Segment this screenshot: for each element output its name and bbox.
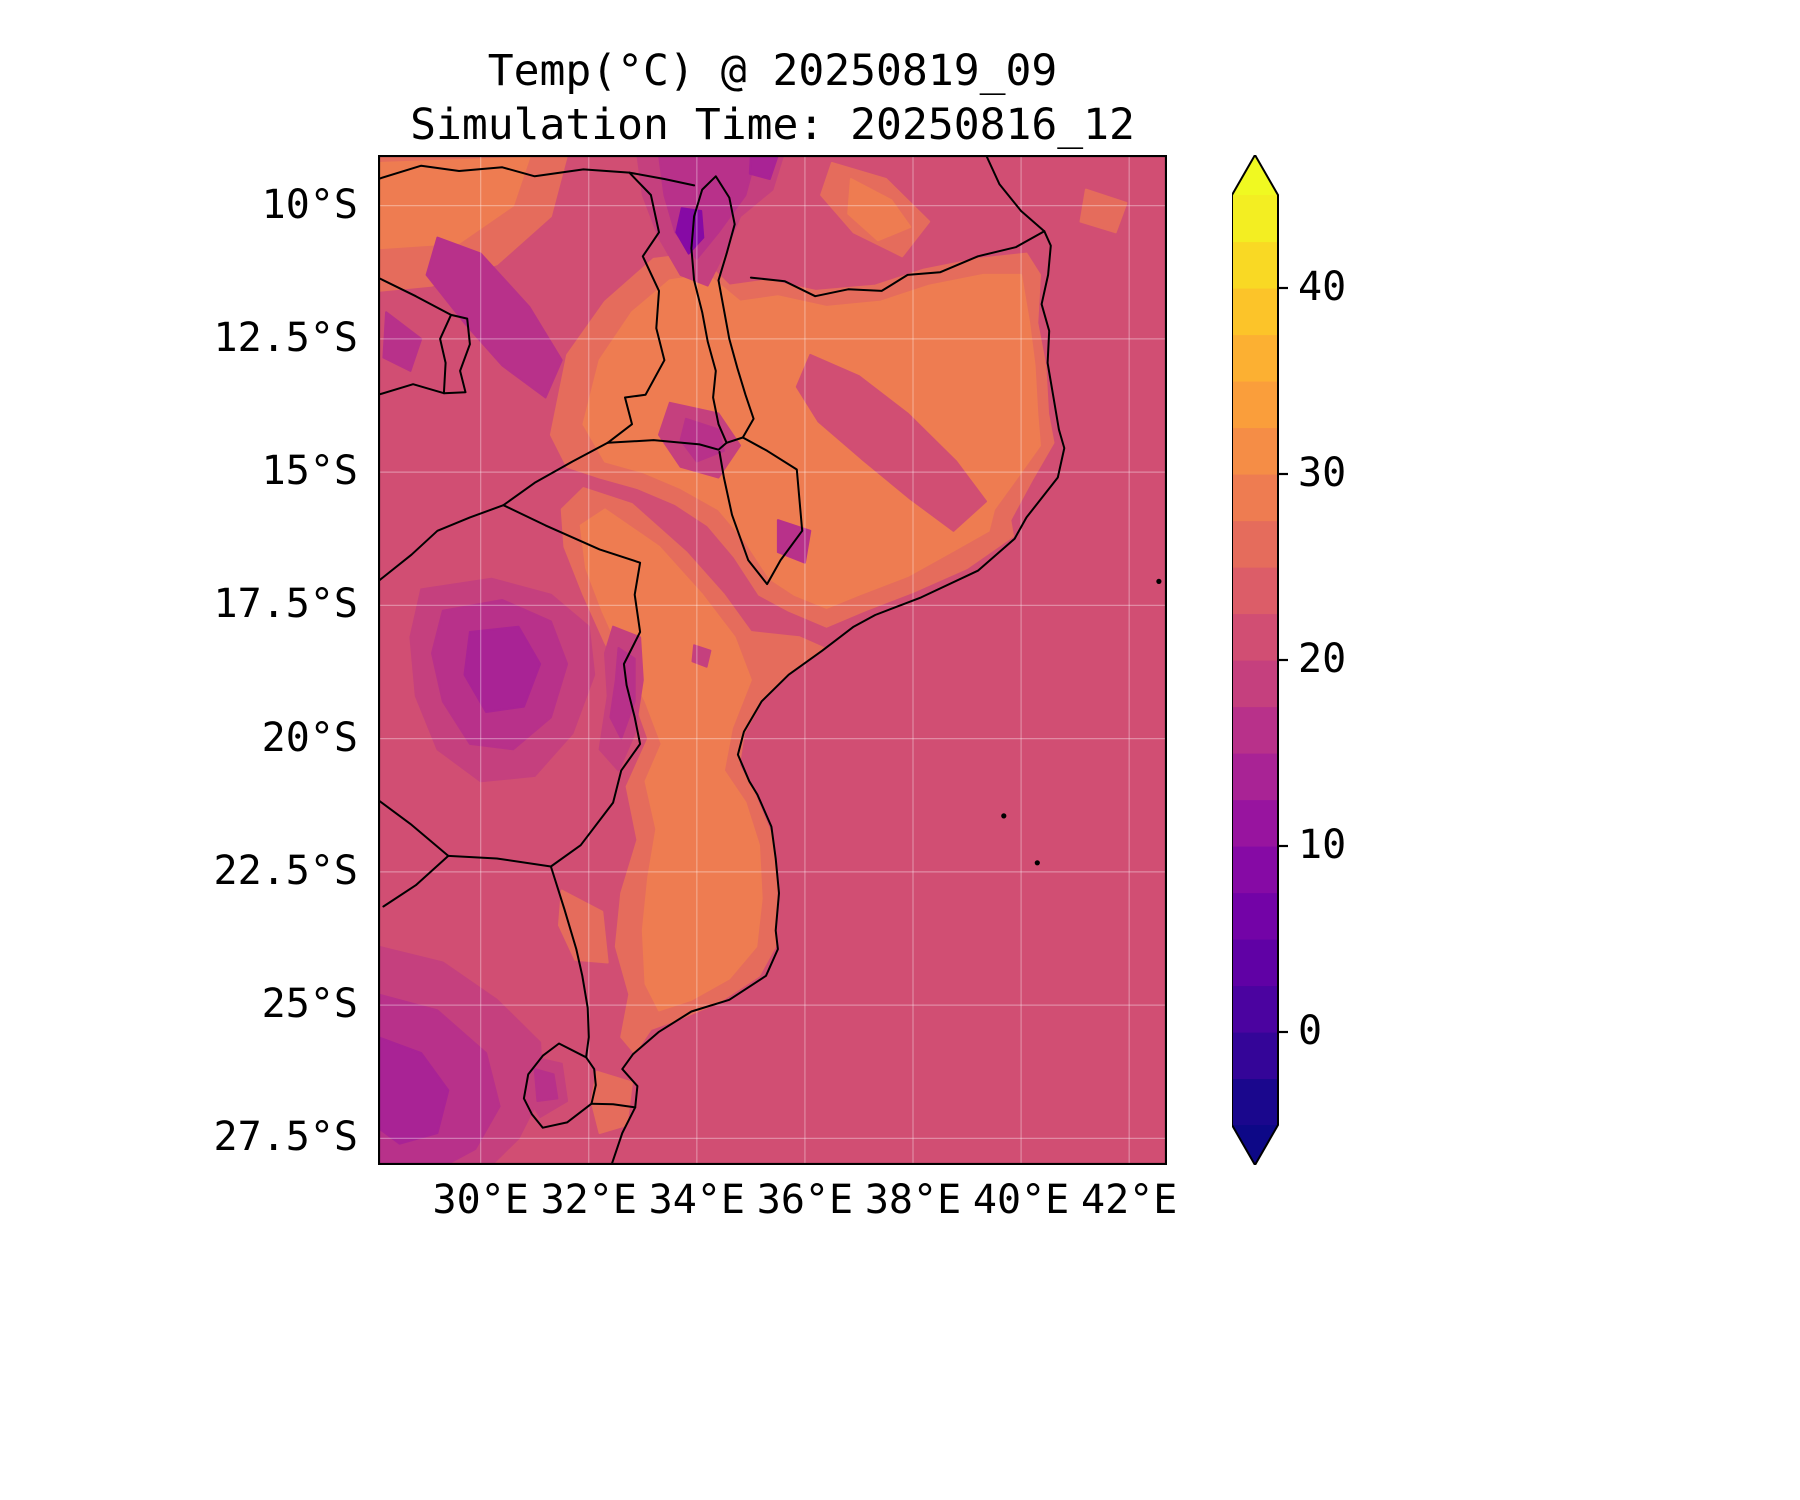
temp-region-orange-top-left-zambia bbox=[378, 156, 531, 250]
border-eswatini bbox=[522, 1042, 597, 1129]
colorbar-band-7 bbox=[1232, 753, 1278, 801]
colorbar-band-4 bbox=[1232, 892, 1278, 940]
colorbar-tick-label-40: 40 bbox=[1298, 264, 1347, 310]
colorbar-outline bbox=[1231, 152, 1279, 1168]
colorbar-band-0 bbox=[1232, 1078, 1278, 1126]
colorbar-band-11 bbox=[1232, 567, 1278, 615]
colorbar-tick-label-10: 10 bbox=[1298, 822, 1347, 868]
y-tick-label-20°S: 20°S bbox=[261, 714, 358, 761]
colorbar-band-14 bbox=[1232, 427, 1278, 475]
colorbar-band-8 bbox=[1232, 706, 1278, 754]
x-tick-label-40°E: 40°E bbox=[972, 1177, 1070, 1223]
x-tick-label-38°E: 38°E bbox=[864, 1177, 962, 1223]
border-coastline bbox=[610, 155, 1066, 1165]
border-drc-pedicle-sliver bbox=[439, 313, 471, 395]
border-malawi-west bbox=[606, 171, 666, 444]
temp-region-purple-deep-top-spot bbox=[748, 155, 779, 180]
border-lake-malawi bbox=[690, 175, 755, 444]
border-limpopo-sa-zimbabwe bbox=[447, 854, 552, 868]
temp-region-purple-zambia-streak-2 bbox=[382, 311, 423, 372]
border-botswana-zimbabwe bbox=[378, 798, 450, 857]
y-tick-label-10°S: 10°S bbox=[261, 181, 358, 228]
temp-region-purple-deep-zimbabwe bbox=[463, 625, 542, 713]
y-tick-label-25°S: 25°S bbox=[261, 981, 358, 1028]
colorbar-tick-label-0: 0 bbox=[1298, 1008, 1323, 1054]
x-tick-label-32°E: 32°E bbox=[540, 1177, 637, 1223]
temp-region-rose-lurio-valley bbox=[795, 353, 987, 532]
plot-title: Temp(°C) @ 20250819_09 bbox=[487, 46, 1058, 96]
border-tanzania-zambia bbox=[378, 164, 696, 187]
border-zimbabwe-mozambique bbox=[502, 504, 642, 868]
temp-region-purple-rim-gorongosa bbox=[691, 644, 712, 668]
border-malawi-mozambique-north bbox=[606, 439, 728, 451]
colorbar-band-10 bbox=[1232, 613, 1278, 661]
x-tick-label-36°E: 36°E bbox=[756, 1177, 854, 1223]
island-bassas-da-india bbox=[1001, 813, 1007, 819]
y-tick-label-22.5°S: 22.5°S bbox=[213, 847, 359, 894]
colorbar-band-12 bbox=[1232, 520, 1278, 568]
x-tick-label-34°E: 34°E bbox=[648, 1177, 745, 1223]
temp-region-purple-dark-nyika-spot bbox=[675, 207, 705, 255]
border-rovuma-tanzania-mozambique bbox=[749, 230, 1046, 298]
border-mozambique-sa-south bbox=[590, 1102, 637, 1109]
colorbar-canvas bbox=[1231, 152, 1288, 1168]
plot-subtitle: Simulation Time: 20250816_12 bbox=[410, 100, 1135, 150]
temp-region-salmon-ne-corner bbox=[1079, 188, 1128, 234]
colorbar-tick-label-30: 30 bbox=[1298, 450, 1347, 496]
island-juan-de-nova bbox=[1156, 578, 1162, 584]
temp-region-orange-north-mozambique bbox=[582, 273, 1041, 609]
y-tick-label-15°S: 15°S bbox=[261, 448, 358, 495]
colorbar-band-5 bbox=[1232, 846, 1278, 894]
y-tick-label-17.5°S: 17.5°S bbox=[213, 581, 359, 628]
temp-region-purple-eastern-highlands bbox=[609, 647, 636, 740]
x-tick-label-30°E: 30°E bbox=[432, 1177, 529, 1223]
y-tick-label-12.5°S: 12.5°S bbox=[213, 314, 359, 361]
colorbar-band-2 bbox=[1232, 985, 1278, 1033]
border-malawi-southern-lobe bbox=[718, 436, 804, 586]
temp-region-purple-deep-drakensberg bbox=[378, 1036, 450, 1145]
colorbar-band-15 bbox=[1232, 381, 1278, 429]
temp-region-purple-eswatini bbox=[533, 1068, 559, 1102]
colorbar-band-18 bbox=[1232, 241, 1278, 289]
temp-region-purple-zambia-streak bbox=[425, 236, 563, 399]
border-zambia-drc-west bbox=[378, 276, 452, 316]
colorbar-band-19 bbox=[1232, 195, 1278, 243]
y-tick-label-27.5°S: 27.5°S bbox=[213, 1114, 359, 1161]
colorbar-band-13 bbox=[1232, 474, 1278, 522]
temp-region-orange-south-tanzania bbox=[847, 178, 912, 242]
colorbar bbox=[1231, 152, 1312, 1168]
border-mozambique-sa-lebombo bbox=[549, 865, 590, 1059]
temp-region-purple-angonia bbox=[679, 417, 725, 463]
island-europa-island bbox=[1034, 860, 1040, 866]
map-canvas bbox=[377, 154, 1168, 1166]
border-sa-botswana bbox=[382, 854, 450, 908]
border-zambia-drc-south bbox=[378, 383, 445, 396]
temp-region-salmon-limpopo-valley bbox=[558, 889, 609, 964]
axes-frame bbox=[377, 154, 1168, 1166]
colorbar-band-3 bbox=[1232, 939, 1278, 987]
border-zambia-mozambique-zambezi bbox=[378, 441, 609, 583]
colorbar-band-16 bbox=[1232, 334, 1278, 382]
colorbar-band-17 bbox=[1232, 288, 1278, 336]
colorbar-over-arrow bbox=[1232, 155, 1278, 195]
colorbar-tick-label-20: 20 bbox=[1298, 636, 1347, 682]
colorbar-band-6 bbox=[1232, 799, 1278, 847]
map-layers bbox=[378, 155, 1167, 1165]
colorbar-under-arrow bbox=[1232, 1125, 1278, 1165]
colorbar-band-1 bbox=[1232, 1032, 1278, 1080]
x-tick-label-42°E: 42°E bbox=[1080, 1177, 1178, 1223]
map-axes bbox=[377, 154, 1168, 1166]
colorbar-band-9 bbox=[1232, 660, 1278, 708]
